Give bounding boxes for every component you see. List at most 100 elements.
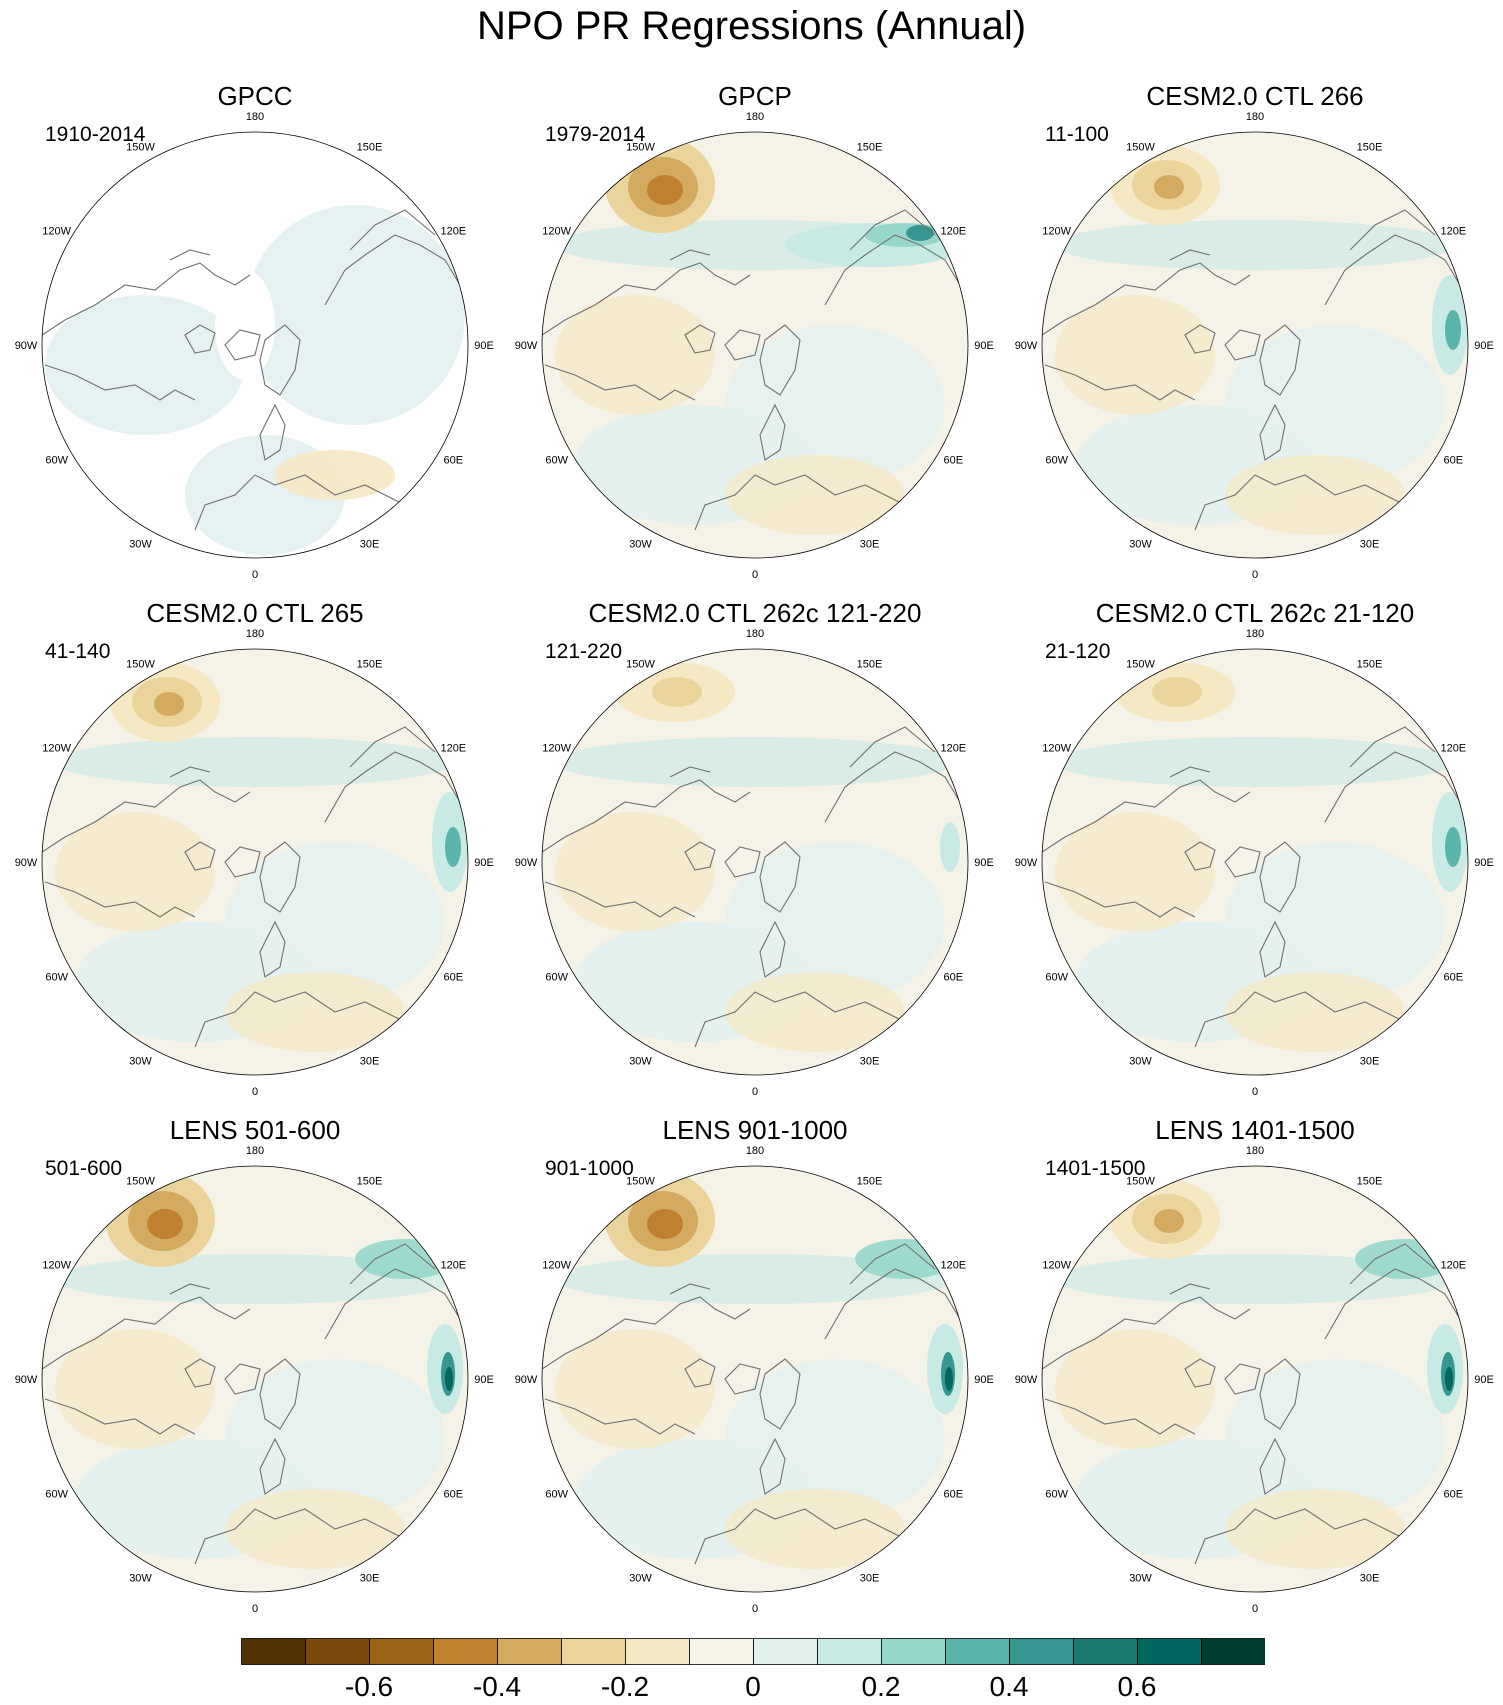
colorbar-swatch	[945, 1638, 1010, 1665]
panel-title: GPCP	[718, 81, 792, 111]
longitude-label: 90E	[474, 857, 494, 869]
panel-title: LENS 501-600	[169, 1115, 341, 1145]
longitude-label: 150E	[357, 659, 383, 671]
longitude-label: 60W	[545, 1489, 568, 1501]
polar-map: 180 150E 120E 90E 60E 30E 0 30W 60W 90W 120W 150W	[15, 111, 494, 581]
longitude-label: 0	[752, 1603, 758, 1615]
longitude-label: 120E	[440, 226, 466, 238]
map-panel: CESM2.0 CTL 266 180 150E 120E 90E 60E 30E 0 30W 6…	[1005, 80, 1503, 600]
longitude-label: 90W	[515, 1374, 538, 1386]
longitude-label: 30W	[629, 1055, 652, 1067]
longitude-label: 0	[752, 569, 758, 581]
longitude-label: 120E	[940, 743, 966, 755]
colorbar-tick-label: 0.6	[1118, 1671, 1157, 1700]
longitude-label: 90E	[1474, 1374, 1494, 1386]
longitude-label: 150W	[126, 142, 155, 154]
longitude-label: 90E	[474, 340, 494, 352]
longitude-label: 60W	[545, 972, 568, 984]
longitude-label: 0	[252, 1086, 258, 1098]
longitude-label: 30E	[360, 538, 380, 550]
coastlines	[42, 1243, 461, 1565]
map-panel: CESM2.0 CTL 262c 21-120 180 150E 120E 90E 60E…	[1005, 597, 1503, 1117]
longitude-label: 150W	[626, 142, 655, 154]
colorbar-tick-label: -0.6	[345, 1671, 393, 1700]
panel-title: CESM2.0 CTL 262c 21-120	[1095, 598, 1415, 628]
colorbar-tick-label: 0	[745, 1671, 761, 1700]
longitude-label: 120W	[1042, 743, 1071, 755]
longitude-label: 90W	[15, 857, 38, 869]
panel-period-label: 121-220	[545, 640, 623, 663]
map-boundary	[41, 131, 469, 559]
longitude-label: 30W	[629, 538, 652, 550]
longitude-label: 60W	[545, 455, 568, 467]
colorbar-swatch	[1073, 1638, 1138, 1665]
longitude-label: 0	[252, 569, 258, 581]
colorbar-swatch	[241, 1638, 306, 1665]
longitude-label: 120W	[542, 1260, 571, 1272]
longitude-label: 0	[1252, 569, 1258, 581]
longitude-label: 150W	[1126, 1176, 1155, 1188]
longitude-label: 60W	[45, 455, 68, 467]
panel-period-label: 501-600	[45, 1157, 123, 1180]
longitude-label: 90E	[1474, 340, 1494, 352]
longitude-label: 150E	[357, 142, 383, 154]
longitude-label: 90W	[1015, 1374, 1038, 1386]
panel-period-label: 1910-2014	[45, 123, 146, 146]
longitude-label: 90E	[974, 857, 994, 869]
colorbar-swatch	[561, 1638, 626, 1665]
longitude-label: 180	[746, 111, 764, 123]
polar-map: 180 150E 120E 90E 60E 30E 0 30W 60W 90W 120W 150W	[1015, 1145, 1494, 1615]
longitude-label: 120E	[440, 1260, 466, 1272]
longitude-label: 30E	[1360, 1055, 1380, 1067]
longitude-label: 30W	[129, 538, 152, 550]
panel-title: LENS 901-1000	[662, 1115, 848, 1145]
colorbar-tick-label: -0.2	[601, 1671, 649, 1700]
longitude-label: 120W	[542, 226, 571, 238]
map-panel: GPCC 180 150E 120E 90E 60E 30E 0 30W 60W 90W 120W 15…	[5, 80, 505, 600]
longitude-label: 150W	[626, 659, 655, 671]
longitude-label: 150E	[357, 1176, 383, 1188]
longitude-label: 30E	[1360, 1572, 1380, 1584]
longitude-label: 90W	[515, 340, 538, 352]
map-panel: GPCP 180 150E 120E 90E 60E 30E 0 30W 60W 90W 120W 15…	[505, 80, 1005, 600]
longitude-label: 0	[1252, 1603, 1258, 1615]
colorbar-swatch	[817, 1638, 882, 1665]
panel-title: CESM2.0 CTL 265	[146, 598, 364, 628]
map-boundary	[541, 648, 969, 1076]
map-panel: LENS 1401-1500 180 150E 120E 90E 60E 30E 0 30W 60…	[1005, 1114, 1503, 1634]
panel-period-label: 21-120	[1045, 640, 1111, 663]
map-boundary	[41, 1165, 469, 1593]
panel-period-label: 11-100	[1045, 123, 1109, 146]
longitude-label: 30E	[360, 1572, 380, 1584]
colorbar-swatch	[1201, 1638, 1265, 1665]
polar-map: 180 150E 120E 90E 60E 30E 0 30W 60W 90W 120W 150W	[515, 111, 994, 581]
map-boundary	[1041, 648, 1469, 1076]
longitude-label: 60E	[1444, 1489, 1464, 1501]
map-boundary	[1041, 131, 1469, 559]
longitude-label: 60W	[1045, 972, 1068, 984]
longitude-label: 30W	[129, 1572, 152, 1584]
colorbar-swatch	[369, 1638, 434, 1665]
polar-map: 180 150E 120E 90E 60E 30E 0 30W 60W 90W 120W 150W	[515, 1145, 994, 1615]
longitude-label: 180	[246, 628, 264, 640]
colorbar-swatch	[625, 1638, 690, 1665]
panel-title: GPCC	[217, 81, 293, 111]
longitude-label: 30W	[629, 1572, 652, 1584]
longitude-label: 90W	[515, 857, 538, 869]
map-boundary	[41, 648, 469, 1076]
longitude-label: 150E	[857, 142, 883, 154]
longitude-label: 0	[1252, 1086, 1258, 1098]
colorbar-swatch	[1009, 1638, 1074, 1665]
longitude-label: 60W	[45, 972, 68, 984]
colorbar-swatch	[305, 1638, 370, 1665]
longitude-label: 120E	[1440, 743, 1466, 755]
longitude-label: 30W	[1129, 1055, 1152, 1067]
panel-period-label: 901-1000	[545, 1157, 634, 1180]
panel-title: CESM2.0 CTL 262c 121-220	[588, 598, 922, 628]
longitude-label: 150W	[626, 1176, 655, 1188]
longitude-label: 120E	[440, 743, 466, 755]
coastlines	[42, 726, 461, 1048]
longitude-label: 30W	[1129, 1572, 1152, 1584]
longitude-label: 120E	[1440, 226, 1466, 238]
coastlines	[42, 209, 461, 531]
